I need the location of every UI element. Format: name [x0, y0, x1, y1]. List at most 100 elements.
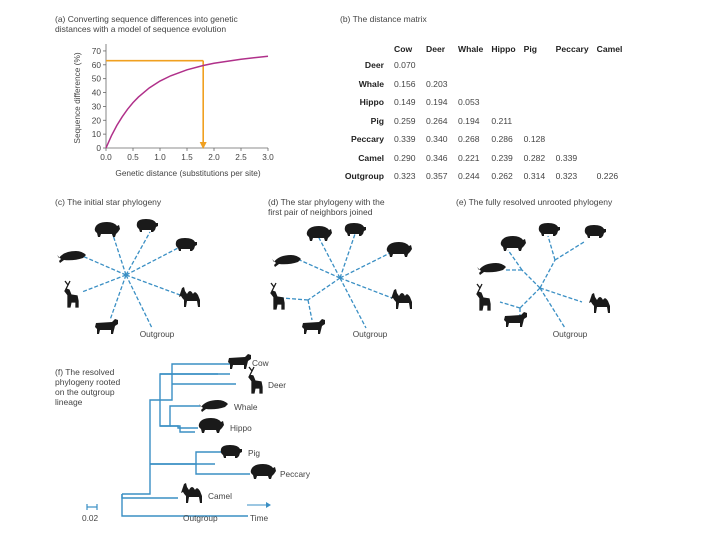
matrix-cell: 0.244 [458, 171, 480, 182]
taxon-label-whale: Whale [234, 402, 258, 412]
distance-matrix: Cow Deer Whale Hippo Pig Peccary Camel D… [338, 42, 626, 186]
matrix-cell: 0.268 [458, 134, 480, 145]
pig-icon [538, 223, 560, 236]
matrix-row: Deer 0.070 [338, 56, 626, 75]
peccary-icon [386, 242, 412, 257]
panel-e-caption: (e) The fully resolved unrooted phylogen… [456, 197, 613, 207]
matrix-col-header: Cow [394, 44, 413, 54]
star-phylogeny-c [79, 231, 181, 329]
whale-icon [477, 263, 506, 275]
matrix-cell: 0.339 [394, 134, 416, 145]
taxon-label-camel: Camel [208, 491, 232, 501]
matrix-cell: 0.323 [394, 171, 416, 182]
chart-y-tick-label: 20 [92, 115, 102, 125]
pig-icon [136, 219, 158, 232]
cow-icon [302, 319, 325, 334]
outgroup-label-c: Outgroup [140, 329, 175, 339]
matrix-cell: 0.203 [426, 78, 448, 89]
deer-icon [248, 366, 263, 394]
matrix-row-label: Pig [370, 115, 384, 126]
taxon-label-outgroup: Outgroup [183, 513, 218, 523]
genetic-distance-chart: 0.0 0.5 1.0 1.5 2.0 2.5 3.0 0 10 20 30 40 50 60 70 Gen… [72, 44, 274, 178]
deer-icon [270, 282, 285, 310]
matrix-row: Outgroup 0.323 0.357 0.244 0.262 0.314 0.323 0.… [338, 167, 626, 186]
matrix-cell: 0.259 [394, 115, 416, 126]
camel-icon [391, 289, 412, 309]
matrix-cell: 0.339 [555, 152, 578, 163]
peccary-icon [250, 464, 276, 479]
taxon-label-pig: Pig [248, 448, 260, 458]
peccary-icon [175, 238, 197, 251]
deer-icon [64, 280, 79, 308]
hippo-icon [198, 418, 224, 433]
time-arrow [247, 502, 271, 508]
taxon-label-peccary: Peccary [280, 469, 311, 479]
chart-x-tick-label: 2.0 [208, 152, 220, 162]
matrix-cell: 0.221 [458, 152, 480, 163]
whale-icon [272, 255, 301, 267]
matrix-cell: 0.264 [426, 115, 448, 126]
matrix-row: Camel 0.290 0.346 0.221 0.239 0.282 0.339 [338, 149, 626, 168]
matrix-row: Whale 0.156 0.203 [338, 75, 626, 94]
outgroup-label-d: Outgroup [353, 329, 388, 339]
chart-x-tick-label: 0.5 [127, 152, 139, 162]
rooted-phylogeny-f: Cow Deer Whale Hippo Pig Peccary Camel O… [82, 354, 311, 523]
cow-icon [95, 319, 118, 334]
matrix-cell: 0.156 [394, 78, 416, 89]
matrix-cell: 0.239 [491, 152, 513, 163]
chart-x-tick-label: 3.0 [262, 152, 274, 162]
matrix-col-header: Whale [458, 44, 484, 54]
panel-b: (b) The distance matrix Cow Deer Whale H… [338, 0, 718, 190]
matrix-row-label: Camel [358, 152, 384, 163]
chart-guide-arrowhead [199, 142, 207, 149]
scale-bar [86, 504, 98, 510]
chart-y-tick-label: 50 [92, 74, 102, 84]
rooted-tree-branches [121, 363, 250, 517]
chart-x-tick-label: 1.5 [181, 152, 193, 162]
matrix-cell: 0.282 [523, 152, 546, 163]
hippo-icon [500, 236, 526, 251]
matrix-col-header: Pig [523, 44, 538, 54]
matrix-cell: 0.314 [523, 171, 546, 182]
matrix-cell: 0.070 [394, 60, 416, 71]
time-label: Time [250, 513, 269, 523]
chart-y-tick-label: 30 [92, 101, 102, 111]
matrix-row: Peccary 0.339 0.340 0.268 0.286 0.128 [338, 130, 626, 149]
matrix-cell: 0.340 [426, 134, 448, 145]
unrooted-phylogeny-e [499, 235, 585, 329]
deer-icon [476, 283, 491, 311]
matrix-cell: 0.211 [491, 115, 513, 126]
pig-icon [220, 445, 242, 458]
camel-icon [179, 287, 200, 307]
whale-icon [199, 400, 228, 412]
chart-series-line [105, 55, 269, 149]
chart-x-axis-label: Genetic distance (substitutions per site… [115, 168, 261, 178]
matrix-row-label: Deer [364, 60, 384, 71]
whale-icon [57, 251, 86, 263]
taxon-label-cow: Cow [252, 358, 270, 368]
taxon-label-hippo: Hippo [230, 423, 252, 433]
chart-y-tick-label: 60 [92, 60, 102, 70]
matrix-cell: 0.053 [458, 97, 480, 108]
cow-icon [228, 354, 251, 369]
matrix-cell: 0.149 [394, 97, 416, 108]
matrix-row: Pig 0.259 0.264 0.194 0.211 [338, 112, 626, 131]
matrix-row: Hippo 0.149 0.194 0.053 [338, 93, 626, 112]
matrix-cell: 0.286 [491, 134, 513, 145]
chart-y-tick-label: 0 [96, 143, 101, 153]
hippo-icon [94, 222, 120, 237]
chart-x-tick-label: 0.0 [100, 152, 112, 162]
matrix-cell: 0.226 [596, 171, 619, 182]
matrix-cell: 0.323 [555, 171, 578, 182]
matrix-col-header: Deer [426, 44, 446, 54]
chart-y-axis-label: Sequence difference (%) [72, 52, 82, 143]
panel-d-caption: (d) The star phylogeny with the first pa… [268, 197, 385, 217]
matrix-cell: 0.194 [426, 97, 448, 108]
chart-x-tick-label: 2.5 [235, 152, 247, 162]
scale-bar-label: 0.02 [82, 513, 99, 523]
chart-x-tick-label: 1.0 [154, 152, 166, 162]
matrix-cell: 0.346 [426, 152, 448, 163]
cow-icon [504, 312, 527, 327]
matrix-cell: 0.194 [458, 115, 480, 126]
camel-icon [589, 293, 610, 313]
